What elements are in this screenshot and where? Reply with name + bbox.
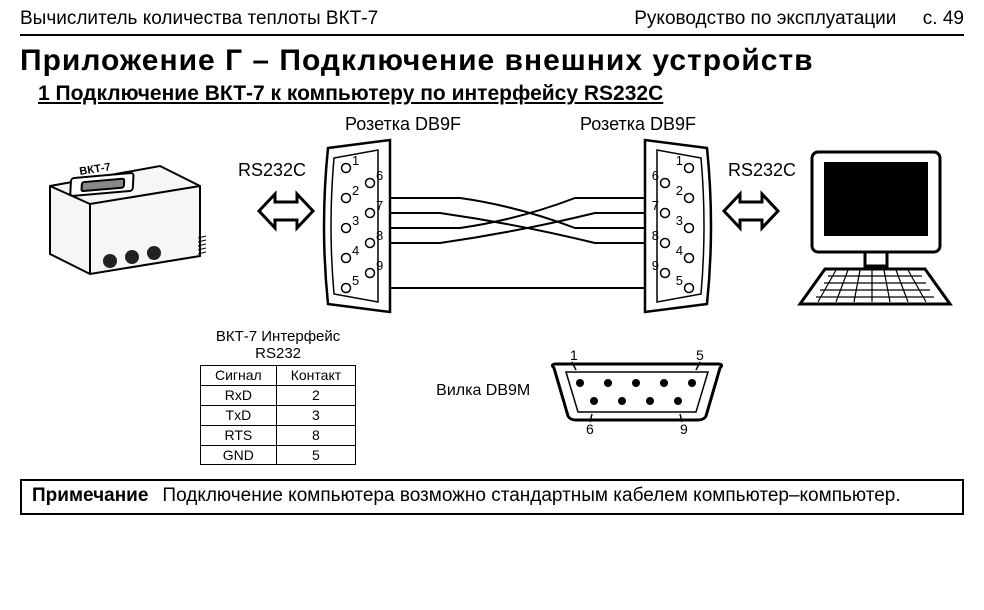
vkt7-device-icon: ВКТ-7 xyxy=(40,156,210,276)
db9m-label: Вилка DB9M xyxy=(436,382,530,400)
page-header: Вычислитель количества теплоты ВКТ-7 Рук… xyxy=(20,8,964,36)
label-rozetka-left: Розетка DB9F xyxy=(345,114,461,135)
svg-text:5: 5 xyxy=(352,273,359,288)
svg-text:9: 9 xyxy=(652,258,659,273)
table-row: GND5 xyxy=(201,445,356,465)
svg-text:5: 5 xyxy=(676,273,683,288)
table-col-signal: Сигнал xyxy=(201,366,277,386)
db9-cable-diagram: 1 2 3 4 5 6 7 8 9 1 2 3 4 5 6 7 8 xyxy=(320,136,715,316)
label-rs-right: RS232C xyxy=(728,160,796,181)
svg-text:1: 1 xyxy=(352,153,359,168)
wiring-diagram: Розетка DB9F Розетка DB9F RS232C RS232C … xyxy=(20,114,964,324)
note-label: Примечание xyxy=(32,485,148,507)
svg-text:6: 6 xyxy=(652,168,659,183)
svg-text:9: 9 xyxy=(680,421,688,436)
note-box: Примечание Подключение компьютера возмож… xyxy=(20,479,964,515)
table-row: RxD2 xyxy=(201,385,356,405)
db9m-plug-block: Вилка DB9M 1 5 6 9 xyxy=(436,346,732,436)
header-right: Руководство по эксплуатации xyxy=(634,8,896,29)
svg-text:2: 2 xyxy=(676,183,683,198)
svg-text:7: 7 xyxy=(376,198,383,213)
table-row: RTS8 xyxy=(201,425,356,445)
main-title: Приложение Г – Подключение внешних устро… xyxy=(20,44,964,78)
svg-text:1: 1 xyxy=(570,347,578,363)
svg-text:4: 4 xyxy=(676,243,683,258)
header-left: Вычислитель количества теплоты ВКТ-7 xyxy=(20,8,378,30)
svg-text:7: 7 xyxy=(652,198,659,213)
svg-text:8: 8 xyxy=(652,228,659,243)
pinout-table-caption: ВКТ-7 Интерфейс RS232 xyxy=(200,328,356,365)
double-arrow-left-icon xyxy=(255,184,317,239)
header-page: с. 49 xyxy=(923,8,964,29)
svg-text:2: 2 xyxy=(352,183,359,198)
svg-text:3: 3 xyxy=(676,213,683,228)
svg-text:5: 5 xyxy=(696,347,704,363)
double-arrow-right-icon xyxy=(720,184,782,239)
label-rs-left: RS232C xyxy=(238,160,306,181)
svg-text:6: 6 xyxy=(586,421,594,436)
svg-text:8: 8 xyxy=(376,228,383,243)
svg-text:1: 1 xyxy=(676,153,683,168)
label-rozetka-right: Розетка DB9F xyxy=(580,114,696,135)
svg-text:4: 4 xyxy=(352,243,359,258)
computer-icon xyxy=(790,144,960,314)
table-header-row: Сигнал Контакт xyxy=(201,366,356,386)
pinout-table: ВКТ-7 Интерфейс RS232 Сигнал Контакт RxD… xyxy=(200,328,356,465)
sub-title: 1 Подключение ВКТ-7 к компьютеру по инте… xyxy=(38,82,964,106)
table-row: TxD3 xyxy=(201,405,356,425)
db9m-plug-icon: 1 5 6 9 xyxy=(542,346,732,436)
table-col-contact: Контакт xyxy=(276,366,355,386)
svg-text:3: 3 xyxy=(352,213,359,228)
svg-text:9: 9 xyxy=(376,258,383,273)
note-text: Подключение компьютера возможно стандарт… xyxy=(162,485,900,507)
svg-text:6: 6 xyxy=(376,168,383,183)
